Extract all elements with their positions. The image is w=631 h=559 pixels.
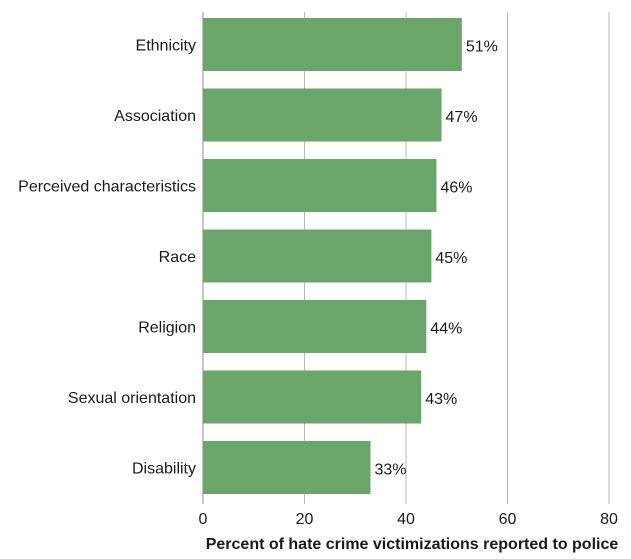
bar-religion	[203, 300, 427, 353]
x-axis-ticks: 0 20 40 60 80	[199, 511, 618, 528]
bar-sexual-orientation	[203, 370, 422, 424]
bar-association	[203, 88, 442, 142]
value-label-race: 45%	[435, 250, 467, 267]
category-label-sexual-orientation: Sexual orientation	[68, 390, 196, 407]
category-label-ethnicity: Ethnicity	[136, 38, 196, 55]
category-label-perceived-characteristics: Perceived characteristics	[18, 179, 196, 196]
value-label-perceived-characteristics: 46%	[440, 180, 472, 197]
bar-perceived-characteristics	[203, 159, 437, 212]
category-label-religion: Religion	[138, 320, 196, 337]
category-label-race: Race	[159, 249, 196, 266]
x-tick-label-40: 40	[397, 511, 415, 528]
value-labels: 51% 47% 46% 45% 44% 43% 33%	[374, 39, 497, 479]
x-tick-label-20: 20	[296, 511, 314, 528]
category-labels: Ethnicity Association Perceived characteri…	[18, 38, 196, 478]
value-label-association: 47%	[446, 109, 478, 126]
category-label-association: Association	[114, 108, 196, 125]
value-label-ethnicity: 51%	[466, 39, 498, 56]
category-label-disability: Disability	[132, 461, 196, 478]
value-label-religion: 44%	[430, 321, 462, 338]
bar-race	[203, 229, 432, 283]
bar-ethnicity	[203, 18, 462, 71]
value-label-disability: 33%	[374, 462, 406, 479]
x-tick-label-0: 0	[199, 511, 208, 528]
x-tick-label-60: 60	[499, 511, 517, 528]
value-label-sexual-orientation: 43%	[425, 391, 457, 408]
x-axis-title: Percent of hate crime victimizations rep…	[206, 536, 619, 553]
bar-disability	[203, 441, 371, 494]
bars	[203, 18, 462, 494]
x-tick-label-80: 80	[600, 511, 618, 528]
